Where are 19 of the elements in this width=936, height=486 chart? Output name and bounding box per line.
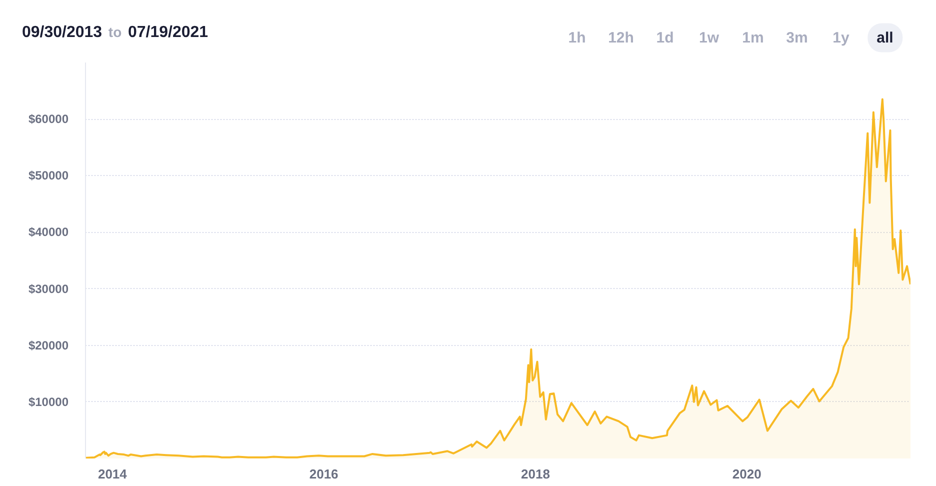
text: 3m [786,28,808,48]
x-tick-label: 2018 [521,466,550,482]
text: all [868,23,902,53]
text: 1y [832,28,850,48]
text: 1w [698,28,720,48]
y-tick-label: $50000 [28,168,69,183]
y-tick-label: $60000 [28,112,69,126]
x-tick-label: 2014 [98,466,128,482]
text: 1d [656,28,674,48]
text: 1m [742,28,764,48]
x-tick-label: 2020 [732,466,762,482]
y-tick-label: $40000 [28,225,69,240]
y-tick-label: $10000 [28,394,69,409]
text: 1h [568,28,586,48]
text: 12h [608,28,634,48]
y-tick-label: $20000 [28,338,69,352]
chart-title: 09/30/2013 to 07/19/2021 [22,24,208,41]
x-tick-label: 2016 [309,466,338,482]
y-tick-label: $30000 [28,282,69,296]
